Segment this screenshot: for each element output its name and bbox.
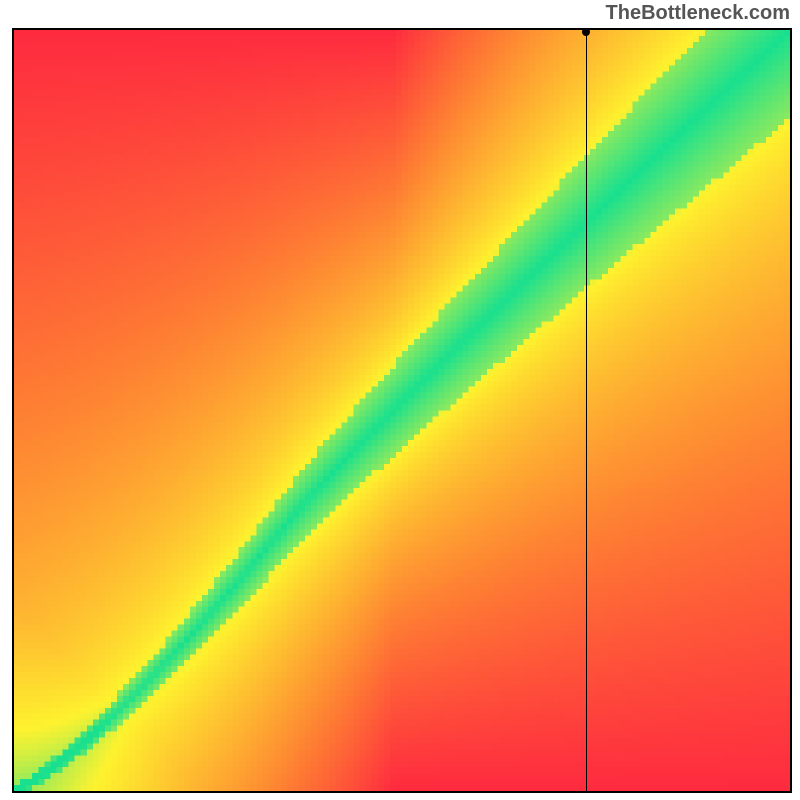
- heatmap-canvas: [14, 30, 790, 791]
- plot-frame: [12, 28, 792, 793]
- attribution-text: TheBottleneck.com: [606, 2, 790, 25]
- chart-container: TheBottleneck.com: [0, 0, 800, 800]
